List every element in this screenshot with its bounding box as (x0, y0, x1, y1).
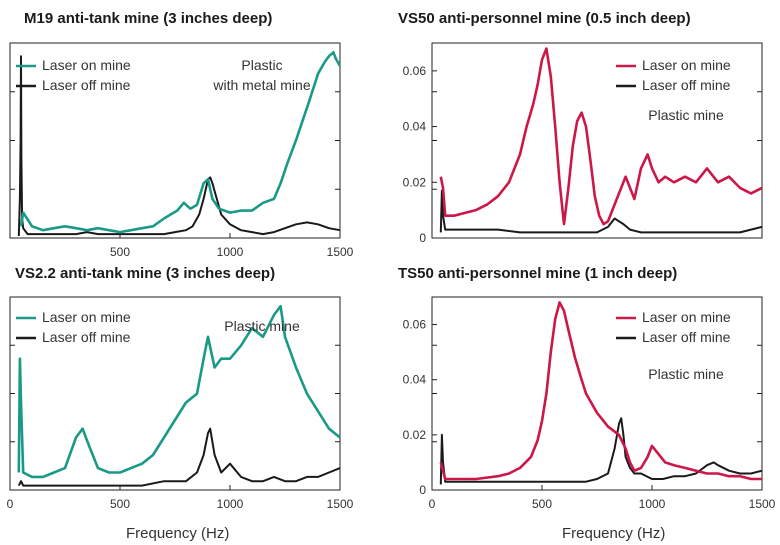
x-tick-label-m19-2: 1500 (327, 245, 354, 259)
annotation-vs22-0: Plastic mine (224, 318, 300, 334)
plot-frame-ts50 (431, 296, 763, 491)
x-tick-label-vs22-2: 1000 (217, 497, 244, 511)
x-tick-label-m19-1: 1000 (217, 245, 244, 259)
series-line-vs22-laser-off-mine (17, 427, 341, 487)
series-line-m19-laser-off-mine (17, 55, 341, 237)
x-axis-label-right: Frequency (Hz) (562, 525, 666, 542)
annotation-m19-1: with metal mine (212, 77, 310, 93)
legend-label-vs50-laser-on-mine: Laser on mine (642, 57, 731, 73)
legend-label-m19-laser-off-mine: Laser off mine (42, 77, 131, 93)
chart-title-m19: M19 anti-tank mine (3 inches deep) (24, 10, 273, 27)
chart-title-vs22: VS2.2 anti-tank mine (3 inches deep) (15, 265, 276, 282)
x-tick-label-ts50-0: 0 (429, 497, 436, 511)
x-tick-label-ts50-1: 500 (532, 497, 552, 511)
legend-label-vs50-laser-off-mine: Laser off mine (642, 77, 731, 93)
x-axis-label-left: Frequency (Hz) (126, 525, 230, 542)
x-tick-label-m19-0: 500 (110, 245, 130, 259)
y-tick-label-ts50-3: 0.06 (403, 318, 427, 332)
series-line-ts50-laser-off-mine (439, 417, 763, 485)
series-line-vs50-laser-on-mine (439, 47, 763, 226)
legend-label-vs22-laser-on-mine: Laser on mine (42, 309, 131, 325)
annotation-vs50-0: Plastic mine (648, 107, 724, 123)
annotation-ts50-0: Plastic mine (648, 366, 724, 382)
x-tick-label-vs22-0: 0 (7, 497, 14, 511)
series-line-vs50-laser-off-mine (439, 189, 763, 234)
y-tick-label-vs50-2: 0.04 (403, 120, 427, 134)
series-line-ts50-laser-on-mine (439, 301, 762, 481)
x-tick-label-vs22-1: 500 (110, 497, 130, 511)
x-tick-label-vs22-3: 1500 (327, 497, 354, 511)
legend-label-ts50-laser-on-mine: Laser on mine (642, 309, 731, 325)
chart-title-vs50: VS50 anti-personnel mine (0.5 inch deep) (398, 10, 691, 27)
y-tick-label-ts50-1: 0.02 (403, 428, 427, 442)
chart-title-ts50: TS50 anti-personnel mine (1 inch deep) (398, 265, 678, 282)
y-tick-label-ts50-0: 0 (419, 483, 426, 497)
x-tick-label-ts50-2: 1000 (639, 497, 666, 511)
y-tick-label-vs50-0: 0 (419, 231, 426, 245)
x-tick-label-ts50-3: 1500 (749, 497, 776, 511)
y-tick-label-vs50-1: 0.02 (403, 175, 427, 189)
y-tick-label-ts50-2: 0.04 (403, 373, 427, 387)
y-tick-label-vs50-3: 0.06 (403, 64, 427, 78)
series-line-m19-laser-on-mine (19, 50, 342, 234)
legend-label-m19-laser-on-mine: Laser on mine (42, 57, 131, 73)
annotation-m19-0: Plastic (241, 57, 282, 73)
series-line-vs22-laser-on-mine (17, 304, 341, 479)
legend-label-ts50-laser-off-mine: Laser off mine (642, 329, 731, 345)
legend-label-vs22-laser-off-mine: Laser off mine (42, 329, 131, 345)
